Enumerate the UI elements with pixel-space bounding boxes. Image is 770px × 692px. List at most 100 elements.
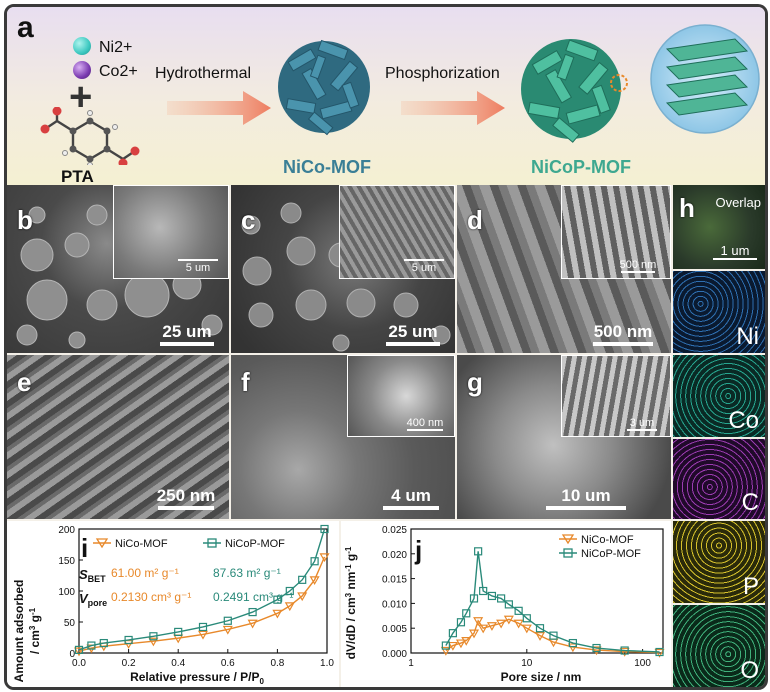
j-data-point <box>535 624 545 633</box>
ni-ion-label: Ni2+ <box>99 39 133 56</box>
i-legend-nico: NiCo-MOF <box>115 538 168 550</box>
i-series-line-2 <box>78 528 326 651</box>
nico-mof-label: NiCo-MOF <box>283 157 371 177</box>
sem-panel-c: c 5 um 25 um <box>231 185 455 353</box>
arrow-2-icon <box>401 91 505 125</box>
i-data-point <box>73 647 85 657</box>
j-data-point <box>468 629 480 639</box>
nicop-mof-sphere-icon <box>521 39 628 143</box>
sem-b-inset: 5 um <box>113 185 229 279</box>
j-y-tick-label: 0.025 <box>382 525 407 536</box>
sem-f-inset: 400 nm <box>347 355 455 437</box>
i-y-tick-label: 100 <box>58 587 75 598</box>
j-data-point <box>522 614 531 623</box>
i-x-tick-label: 0.2 <box>122 658 136 669</box>
i-data-point <box>123 640 134 649</box>
sem-g-scalebar: 10 um <box>541 486 631 511</box>
j-data-point <box>478 624 489 634</box>
j-data-point <box>620 646 629 655</box>
panel-i-plot: Amount adsorbed / cm3 g-1 Relative press… <box>7 521 339 687</box>
i-data-point <box>248 607 257 617</box>
i-series-line-1 <box>78 556 326 652</box>
i-data-point <box>309 576 320 586</box>
j-legend-nicop: NiCoP-MOF <box>581 548 641 560</box>
panel-j-plot: dV/dD / cm3 nm-1 g-1 Pore size / nm 0.00… <box>341 521 671 687</box>
eds-c-label: C <box>741 489 759 516</box>
figure-frame: a Ni2+ Co2+ + PTA Hydrothermal <box>4 4 768 690</box>
sem-panel-g: g 3 um 10 um <box>457 355 671 519</box>
j-data-point <box>496 619 507 629</box>
panel-c-label: c <box>241 205 256 235</box>
j-data-point <box>440 646 451 656</box>
eds-overlap-map: h Overlap 1 um <box>673 185 765 269</box>
overlap-label: Overlap <box>715 195 761 210</box>
i-data-point <box>99 638 108 648</box>
i-data-point <box>319 553 330 563</box>
j-plot-frame <box>410 528 664 654</box>
j-data-point <box>591 646 602 656</box>
j-data-point <box>479 586 488 596</box>
j-data-point <box>474 547 483 556</box>
pta-molecule-icon <box>40 107 140 165</box>
j-data-point <box>513 619 524 629</box>
vpore-label: Vpore <box>79 591 107 608</box>
panel-e-label: e <box>17 367 32 397</box>
i-x-tick-label: 0.6 <box>221 658 235 669</box>
nico-mof-sphere-icon <box>278 39 370 136</box>
j-data-point <box>497 594 506 603</box>
j-y-tick-label: 0.000 <box>382 649 407 660</box>
i-x-axis-label: Relative pressure / P/P0 <box>130 670 264 686</box>
sem-panel-e: e 250 nm <box>7 355 229 519</box>
j-x-tick-label: 100 <box>634 658 651 669</box>
sem-d-inset: 500 nm <box>561 185 671 279</box>
nicop-sheet-zoom-icon <box>650 24 760 134</box>
j-data-point <box>469 594 479 603</box>
sem-c-scale-text: 25 um <box>388 322 438 341</box>
j-x-tick-label: 10 <box>521 658 533 669</box>
sbet-nico-value: 61.00 m² g⁻¹ <box>111 566 179 580</box>
j-data-point <box>534 632 546 641</box>
eds-ni-map: Ni <box>673 271 765 353</box>
sem-g-inset-scale: 3 um <box>622 417 662 432</box>
nicop-mof-label: NiCoP-MOF <box>531 157 631 177</box>
i-data-point <box>74 645 84 655</box>
j-legend-nico: NiCo-MOF <box>581 534 634 546</box>
panel-a-label: a <box>17 11 34 44</box>
j-data-point <box>654 648 665 658</box>
j-x-tick-label: 1 <box>408 658 414 669</box>
j-data-point <box>462 609 471 618</box>
i-data-point <box>297 592 308 602</box>
sem-b-inset-scale: 5 um <box>176 259 220 274</box>
sem-e-scalebar: 250 nm <box>151 486 221 511</box>
j-data-point <box>455 639 466 649</box>
j-data-point <box>487 591 497 601</box>
panel-b-label: b <box>17 205 33 235</box>
eds-c-map: C <box>673 439 765 519</box>
i-data-point <box>87 641 96 650</box>
vpore-nico-value: 0.2130 cm³ g⁻¹ <box>111 590 191 604</box>
panel-f-label: f <box>241 367 250 397</box>
j-data-point <box>549 631 558 640</box>
plus-sign: + <box>69 75 93 119</box>
eds-p-label: P <box>742 573 759 600</box>
panel-h-label: h <box>679 193 695 223</box>
j-data-point <box>514 606 523 615</box>
sem-c-scalebar: 25 um <box>381 322 445 347</box>
j-data-point <box>461 636 472 646</box>
panel-g-label: g <box>467 367 483 397</box>
i-data-point <box>298 575 307 584</box>
isotherm-chart: Amount adsorbed / cm3 g-1 Relative press… <box>12 524 334 686</box>
eds-scalebar: 1 um <box>711 243 759 261</box>
j-data-point <box>568 638 577 648</box>
i-x-tick-label: 1.0 <box>320 658 334 669</box>
panel-a-schematic: a Ni2+ Co2+ + PTA Hydrothermal <box>7 7 765 186</box>
sem-d-inset-scale-text: 500 nm <box>619 259 657 271</box>
eds-co-label: Co <box>728 407 759 434</box>
pore-size-chart: dV/dD / cm3 nm-1 g-1 Pore size / nm 0.00… <box>344 525 665 684</box>
sbet-nicop-value: 87.63 m² g⁻¹ <box>213 566 281 580</box>
i-x-tick-label: 0.4 <box>171 658 185 669</box>
j-data-point <box>504 600 513 609</box>
sem-f-scale-text: 4 um <box>391 486 431 505</box>
eds-p-map: P <box>673 521 765 603</box>
i-data-point <box>320 524 329 534</box>
